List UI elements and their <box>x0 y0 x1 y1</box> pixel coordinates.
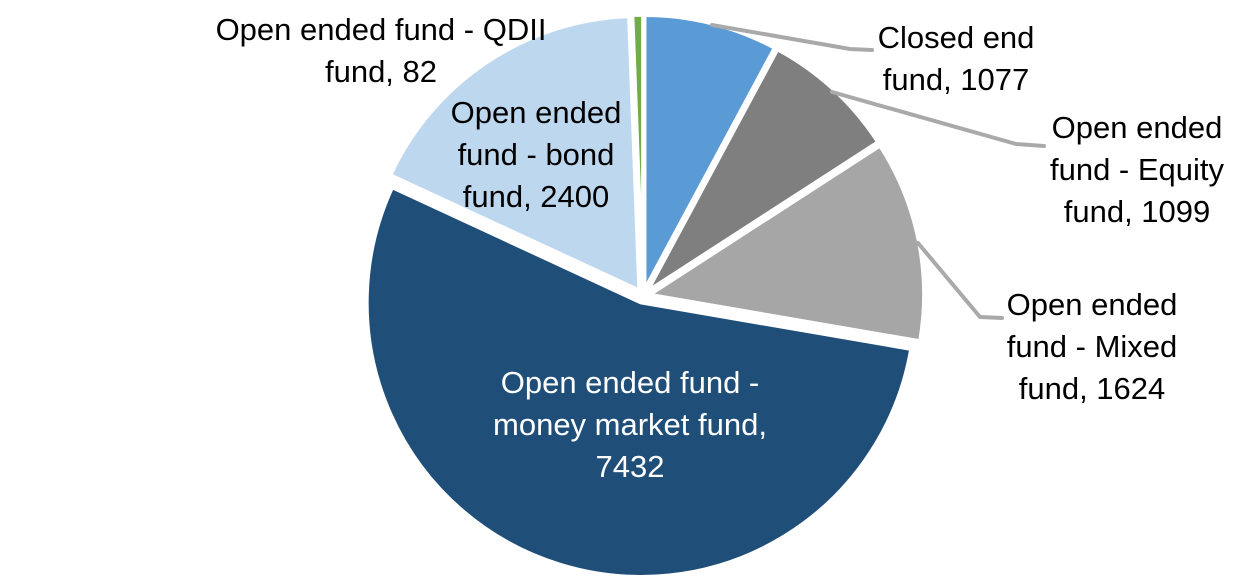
data-label-open-ended-mixed-fund: Open ended fund - Mixed fund, 1624 <box>997 284 1187 410</box>
data-label-line: money market fund, <box>493 407 767 442</box>
data-label-line: fund - bond <box>457 137 615 172</box>
data-label-line: Open ended <box>1051 110 1223 145</box>
data-label-open-ended-bond-fund: Open ended fund - bond fund, 2400 <box>446 92 626 218</box>
pie-slices <box>365 13 926 579</box>
data-label-line: fund, 1099 <box>1063 194 1211 229</box>
data-label-line: Open ended <box>450 95 622 130</box>
data-label-open-ended-qdii-fund: Open ended fund - QDII fund, 82 <box>211 9 551 93</box>
data-label-line: Open ended fund - <box>500 365 760 400</box>
leader-line-open-ended-mixed-fund <box>916 241 1004 320</box>
pie-slice-open-ended-equity-fund <box>646 47 881 293</box>
data-label-line: Open ended fund - QDII <box>215 12 547 47</box>
leader-line-open-ended-equity-fund <box>830 90 1046 148</box>
pie-slice-open-ended-money-market-fund <box>365 185 913 579</box>
data-label-line: fund, 2400 <box>462 179 610 214</box>
data-label-line: fund, 1624 <box>1018 371 1166 406</box>
data-label-line: fund, 1077 <box>882 62 1030 97</box>
pie-slice-open-ended-bond-fund <box>388 14 641 293</box>
data-label-open-ended-equity-fund: Open ended fund - Equity fund, 1099 <box>1042 107 1232 233</box>
data-label-line: 7432 <box>595 449 665 484</box>
data-label-line: fund - Mixed <box>1006 329 1178 364</box>
pie-slice-open-ended-qdii-fund <box>630 13 645 290</box>
data-label-open-ended-money-market-fund: Open ended fund - money market fund, 743… <box>485 362 775 488</box>
data-label-line: fund - Equity <box>1049 152 1225 187</box>
leader-line-closed-end-fund <box>710 23 874 52</box>
data-label-line: fund, 82 <box>324 54 438 89</box>
data-label-line: Open ended <box>1006 287 1178 322</box>
data-label-closed-end-fund: Closed end fund, 1077 <box>866 17 1046 101</box>
data-label-line: Closed end <box>877 20 1035 55</box>
leader-lines <box>710 23 1046 320</box>
pie-slice-open-ended-mixed-fund <box>645 143 926 344</box>
